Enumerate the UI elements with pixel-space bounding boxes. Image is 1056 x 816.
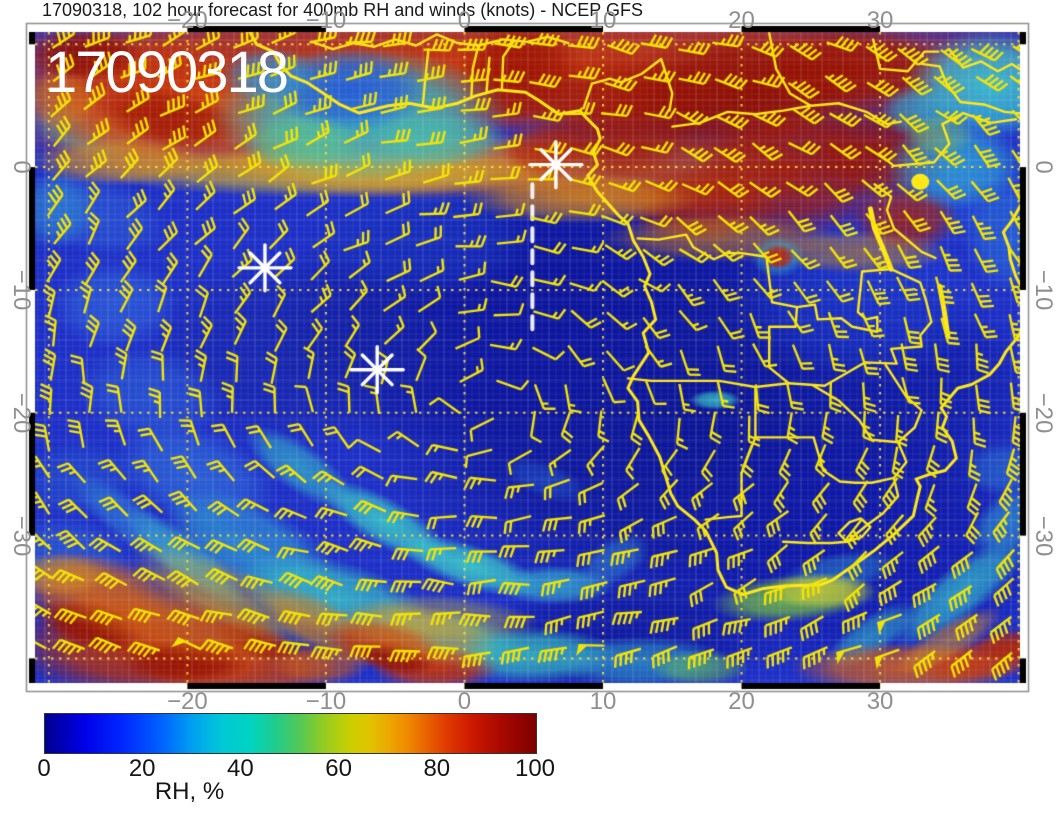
colorbar-tick-label: 0 (37, 755, 51, 782)
lon-tick-label-bottom: −20 (167, 688, 208, 715)
lat-tick-label-right: −10 (1030, 269, 1056, 311)
colorbar-tick-label: 60 (325, 755, 352, 782)
lon-tick-label-bottom: 30 (866, 688, 894, 715)
lat-tick-label-right: 0 (1030, 160, 1056, 174)
lon-tick-label-top: −20 (167, 7, 208, 34)
lon-tick-label-top: −10 (305, 7, 347, 34)
lon-tick-label-bottom: 0 (457, 688, 472, 715)
lon-tick-label-top: 30 (866, 7, 894, 34)
lon-tick-label-top: 10 (589, 7, 617, 34)
lat-tick-label-right: −30 (1030, 515, 1056, 556)
lon-tick-label-bottom: 20 (728, 688, 755, 715)
colorbar-tick-label: 100 (514, 755, 556, 782)
lat-tick-label-left: 0 (8, 160, 35, 174)
lon-tick-label-bottom: 10 (589, 688, 617, 715)
lat-tick-label-left: −10 (8, 269, 35, 311)
lat-tick-label-left: −30 (8, 515, 35, 556)
colorbar-tick-label: 20 (128, 755, 156, 782)
colorbar-tick-label: 80 (423, 755, 451, 782)
lon-tick-label-top: 20 (728, 7, 755, 34)
colorbar-tick-label: 40 (227, 755, 254, 782)
lat-tick-label-left: −20 (8, 392, 35, 434)
lon-tick-label-bottom: −10 (305, 688, 347, 715)
colorbar-axis-label: RH, % (154, 778, 225, 805)
figure-title: 17090318, 102 hour forecast for 400mb RH… (42, 0, 643, 20)
lat-tick-label-right: −20 (1030, 392, 1056, 434)
forecast-datetime-overlay: 17090318 (45, 40, 289, 105)
colorbar (44, 713, 537, 754)
lon-tick-label-top: 0 (457, 7, 472, 34)
